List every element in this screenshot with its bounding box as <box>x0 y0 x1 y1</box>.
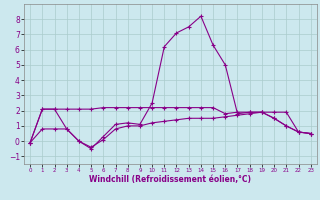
X-axis label: Windchill (Refroidissement éolien,°C): Windchill (Refroidissement éolien,°C) <box>89 175 252 184</box>
